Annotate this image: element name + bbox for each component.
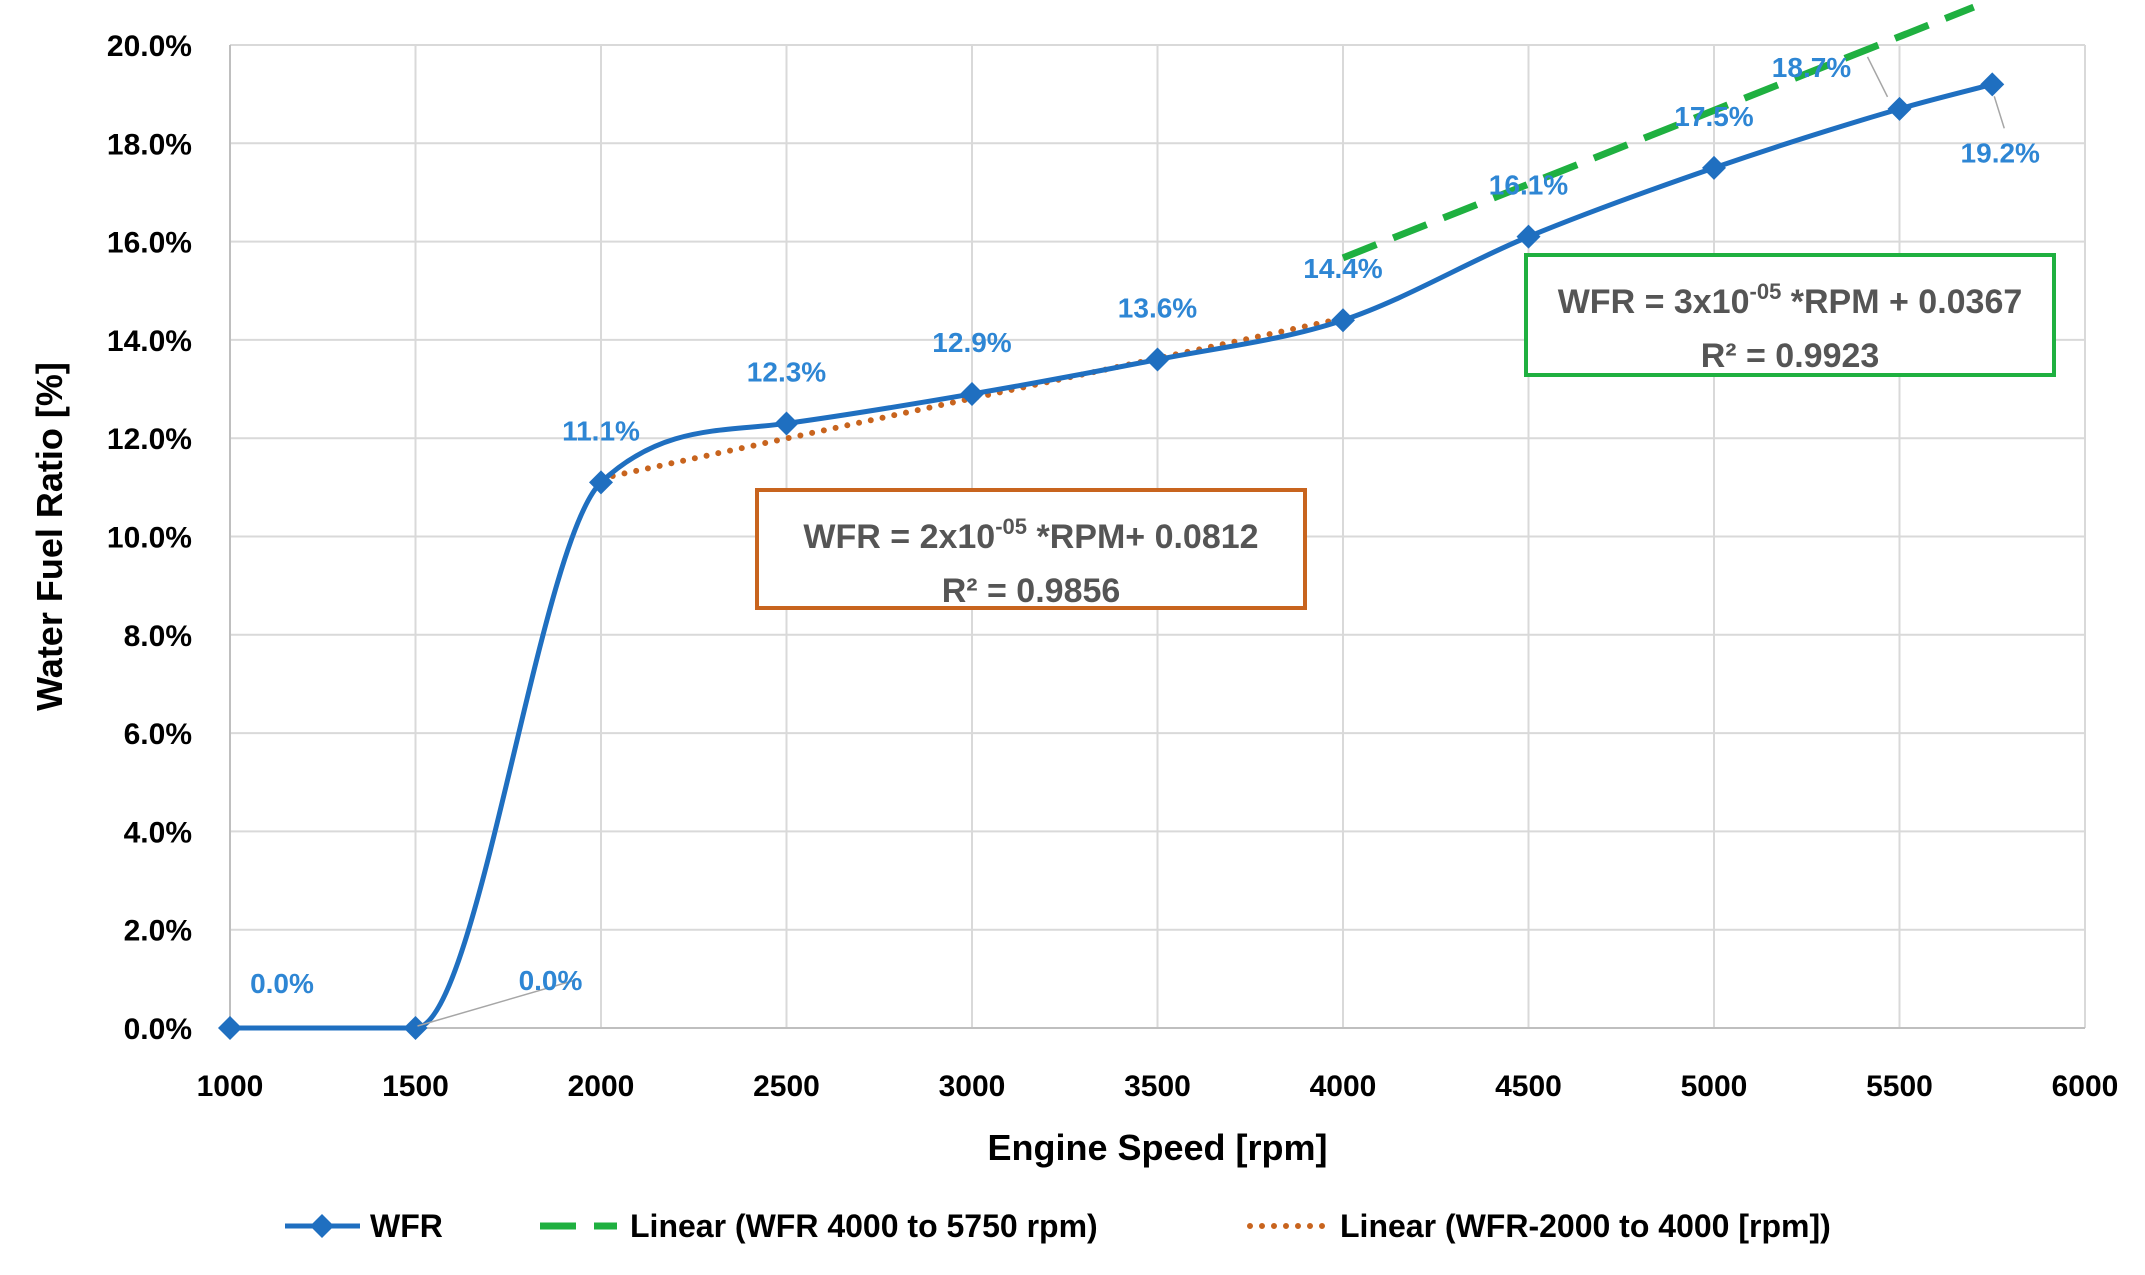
- x-tick-label: 4000: [1310, 1070, 1377, 1103]
- data-point-marker: [1145, 347, 1170, 372]
- x-tick-label: 1000: [197, 1070, 264, 1103]
- equation-rest: *RPM + 0.0367: [1781, 283, 2022, 321]
- y-tick-label: 14.0%: [107, 325, 192, 358]
- y-tick-label: 16.0%: [107, 227, 192, 260]
- data-label: 13.6%: [1118, 293, 1197, 324]
- data-point-marker: [1516, 224, 1541, 249]
- legend-label: Linear (WFR 4000 to 5750 rpm): [630, 1208, 1098, 1244]
- y-tick-label: 12.0%: [107, 423, 192, 456]
- equation-border: [1524, 253, 2056, 377]
- equation-rest: *RPM+ 0.0812: [1027, 518, 1259, 556]
- data-label-leader: [1866, 56, 1889, 98]
- data-point-marker: [403, 1016, 428, 1040]
- data-point-marker: [589, 470, 613, 495]
- legend-label: Linear (WFR-2000 to 4000 [rpm]): [1340, 1208, 1831, 1244]
- data-point-marker: [1702, 155, 1726, 180]
- equation-border: [755, 488, 1307, 610]
- equation-box: WFR = 2x10-05 *RPM+ 0.0812 R² = 0.9856: [755, 488, 1307, 610]
- trendlines: [598, 3, 1975, 482]
- y-axis-title: Water Fuel Ratio [%]: [29, 362, 70, 711]
- data-label: 19.2%: [1961, 137, 2040, 168]
- data-label-leader: [1993, 96, 2005, 129]
- legend: WFR Linear (WFR 4000 to 5750 rpm) Linear (…: [285, 1208, 1831, 1244]
- x-axis-title: Engine Speed [rpm]: [987, 1127, 1327, 1168]
- axes: 0.0% 2.0% 4.0% 6.0% 8.0% 10.0% 12.0% 14.0% 16.0%…: [29, 30, 2118, 1168]
- y-tick-label: 10.0%: [107, 522, 192, 555]
- y-tick-label: 18.0%: [107, 128, 192, 161]
- x-tick-label: 5500: [1866, 1070, 1933, 1103]
- equation-box: WFR = 3x10-05 *RPM + 0.0367 R² = 0.9923: [1524, 253, 2056, 377]
- r-squared-text: R² = 0.9923: [1701, 337, 1880, 375]
- data-label: 14.4%: [1303, 253, 1382, 284]
- x-tick-label: 5000: [1681, 1070, 1748, 1103]
- data-label: 0.0%: [250, 968, 314, 999]
- data-point-marker: [1887, 96, 1912, 121]
- trendline: [1341, 3, 1975, 262]
- y-tick-label: 20.0%: [107, 30, 192, 63]
- x-tick-label: 2000: [568, 1070, 635, 1103]
- equation-base: WFR = 3x10: [1558, 283, 1750, 321]
- x-tick-label: 4500: [1495, 1070, 1562, 1103]
- data-label-leader: [417, 979, 576, 1027]
- data-label: 17.5%: [1674, 101, 1753, 132]
- data-point-marker: [1980, 72, 2005, 97]
- equation-exponent: -05: [1750, 279, 1782, 304]
- x-tick-label: 3500: [1124, 1070, 1191, 1103]
- y-tick-label: 8.0%: [124, 620, 192, 653]
- data-label: 18.7%: [1772, 52, 1851, 83]
- y-tick-label: 4.0%: [124, 816, 192, 849]
- data-label: 16.1%: [1489, 170, 1568, 201]
- y-tick-label: 6.0%: [124, 718, 192, 751]
- y-tick-label: 2.0%: [124, 915, 192, 948]
- data-point-marker: [960, 381, 984, 406]
- data-label: 0.0%: [519, 965, 583, 996]
- equation-base: WFR = 2x10: [803, 518, 995, 556]
- y-tick-label: 0.0%: [124, 1013, 192, 1046]
- data-point-marker: [218, 1016, 242, 1040]
- legend-label: WFR: [370, 1208, 443, 1244]
- legend-wfr-marker: [310, 1214, 334, 1238]
- data-point-marker: [1331, 308, 1355, 333]
- data-label: 12.9%: [932, 327, 1011, 358]
- r-squared-text: R² = 0.9856: [942, 572, 1121, 610]
- equation-text: WFR = 3x10-05 *RPM + 0.0367: [1558, 279, 2023, 321]
- data-labels: 0.0% 0.0% 11.1% 12.3% 12.9% 13.6% 14.4% 16.1% 17…: [250, 52, 2040, 1027]
- equation-text: WFR = 2x10-05 *RPM+ 0.0812: [803, 514, 1258, 556]
- x-tick-label: 1500: [382, 1070, 449, 1103]
- x-tick-label: 6000: [2052, 1070, 2119, 1103]
- series-wfr: [218, 72, 2005, 1040]
- x-tick-label: 3000: [939, 1070, 1006, 1103]
- data-point-marker: [774, 411, 799, 436]
- equation-exponent: -05: [995, 514, 1027, 539]
- x-tick-label: 2500: [753, 1070, 820, 1103]
- data-label: 12.3%: [747, 356, 826, 387]
- data-label: 11.1%: [562, 415, 640, 446]
